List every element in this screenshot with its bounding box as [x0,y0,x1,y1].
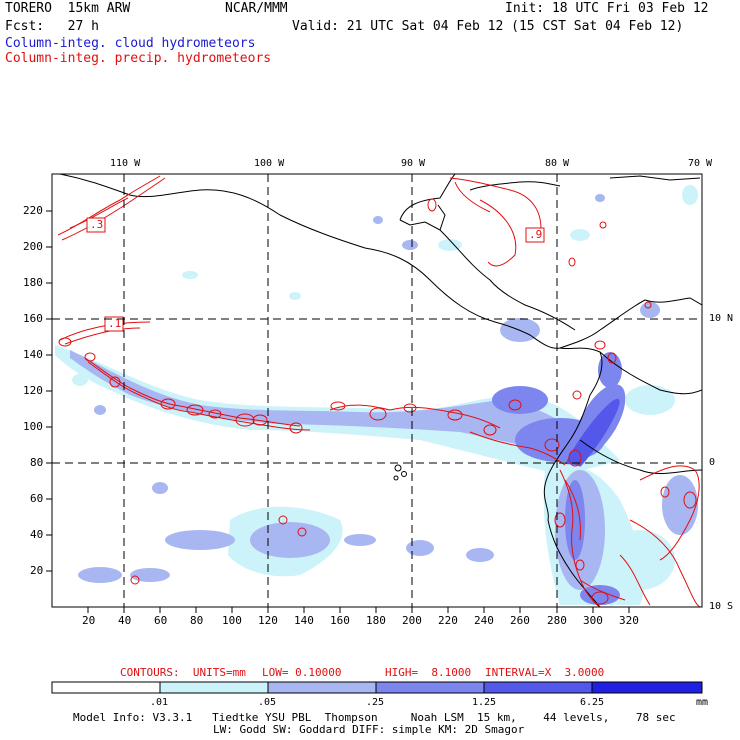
x-label: 100 [222,614,242,627]
y-label: 60 [30,492,44,505]
y-label: 200 [23,240,43,253]
lon-label-80w: 80 W [545,158,570,169]
colorbar-tick: 1.25 [472,697,497,708]
contour-box-labels [86,217,545,332]
lon-label-90w: 90 W [401,158,426,169]
lat-label-10n: 10 N [709,313,734,324]
lon-label-100w: 100 W [254,158,285,169]
colorbar-bin-3 [375,681,485,694]
valid-time: Valid: 21 UTC Sat 04 Feb 12 (15 CST Sat … [292,19,684,34]
cloud-fill-areas [55,185,698,605]
x-label: 40 [118,614,132,627]
x-label: 20 [82,614,96,627]
x-label: 80 [190,614,204,627]
axis-ticks [46,210,630,613]
grid-lines [52,174,702,607]
x-label: 260 [510,614,530,627]
colorbar-tick: .25 [366,697,385,708]
y-label: 120 [23,384,43,397]
precip-cells [58,198,697,605]
contour-units: CONTOURS: UNITS=mm [120,666,246,679]
lat-label-10s: 10 S [709,601,734,612]
x-label: 160 [330,614,350,627]
x-label: 60 [154,614,168,627]
lon-label-110w: 110 W [110,158,141,169]
field-cloud-title: Column-integ. cloud hydrometeors [5,36,256,51]
x-label: 300 [583,614,603,627]
model-name: TORERO 15km ARW [5,1,131,16]
x-label: 120 [258,614,278,627]
colorbar-bin-0 [51,681,161,694]
precip-contours [57,175,701,607]
lat-label-0: 0 [709,457,716,468]
contour-low: LOW= 0.10000 [262,666,342,679]
y-label: 180 [23,276,43,289]
x-label: 220 [438,614,458,627]
coastlines [59,174,702,607]
y-label: 140 [23,348,43,361]
forecast-hour: Fcst: 27 h [5,19,99,34]
colorbar-tick: 6.25 [580,697,605,708]
y-label: 160 [23,312,43,325]
contour-high: HIGH= 8.1000 [385,666,472,679]
model-info-line1: Model Info: V3.3.1 Tiedtke YSU PBL Thomp… [73,711,676,724]
y-label: 20 [30,564,44,577]
x-label: 280 [547,614,567,627]
field-precip-title: Column-integ. precip. hydrometeors [5,51,272,66]
x-label: 320 [619,614,639,627]
x-label: 200 [402,614,422,627]
colorbar-tick: .01 [150,697,169,708]
agency: NCAR/MMM [225,1,288,16]
y-label: 100 [23,420,43,433]
model-info-line2: LW: Godd SW: Goddard DIFF: simple KM: 2D… [213,723,525,736]
y-label: 220 [23,204,43,217]
y-label: 80 [30,456,44,469]
colorbar-bin-4 [483,681,593,694]
x-label: 240 [474,614,494,627]
colorbar [51,681,703,694]
colorbar-bin-2 [267,681,377,694]
contour-interval: INTERVAL=X 3.0000 [485,666,605,679]
colorbar-bin-1 [159,681,269,694]
init-time: Init: 18 UTC Fri 03 Feb 12 [505,1,709,16]
box-label-2: .1 [108,317,122,330]
lon-label-70w: 70 W [688,158,713,169]
colorbar-tick: .05 [258,697,277,708]
y-label: 40 [30,528,44,541]
box-label-3: .9 [529,228,543,241]
x-label: 180 [366,614,386,627]
box-label-1: .3 [90,218,104,231]
colorbar-unit: mm [696,697,709,708]
x-label: 140 [294,614,314,627]
colorbar-bin-5 [591,681,703,694]
